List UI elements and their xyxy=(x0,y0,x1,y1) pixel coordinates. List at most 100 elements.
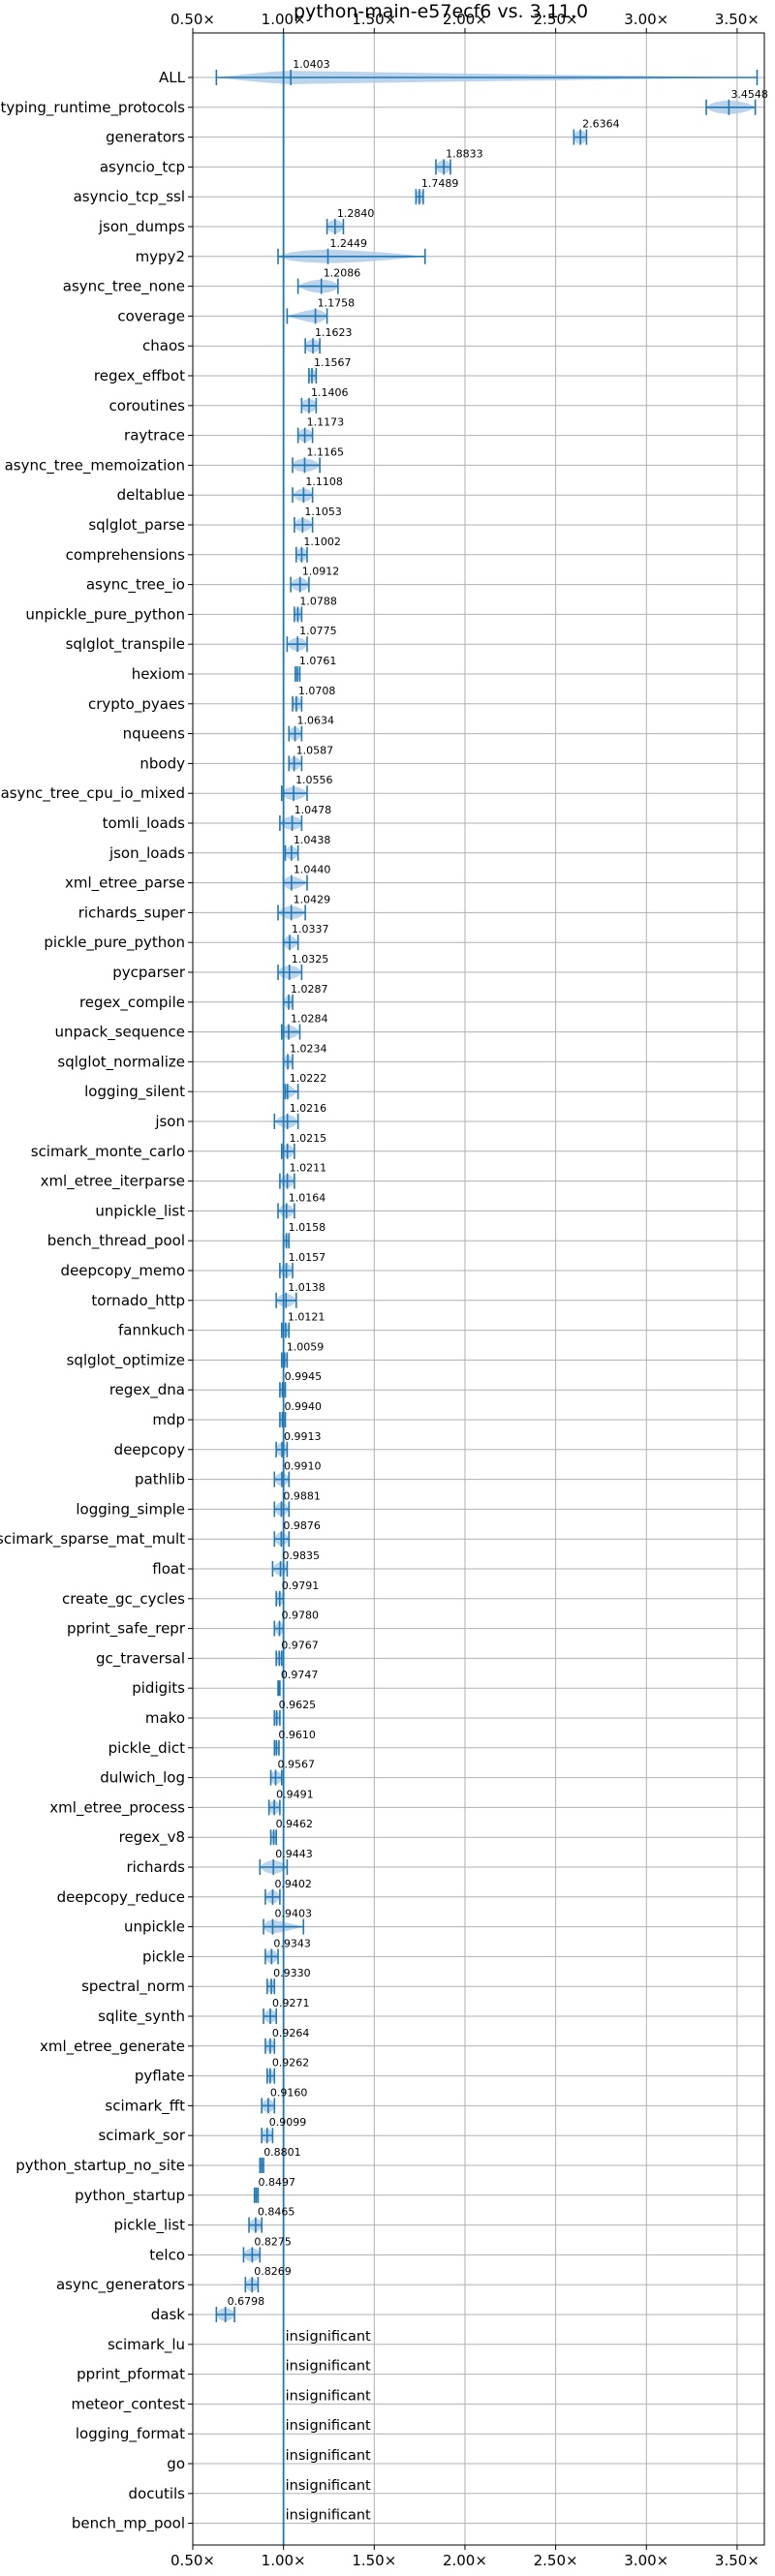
category-label: tomli_loads xyxy=(103,814,186,833)
value-label: 0.9780 xyxy=(282,1610,320,1622)
category-label: mdp xyxy=(152,1411,185,1428)
value-label: 0.9910 xyxy=(284,1460,322,1473)
value-label: 0.8801 xyxy=(264,2146,301,2159)
value-label: 1.0325 xyxy=(292,953,329,966)
value-label: 1.0284 xyxy=(291,1013,328,1026)
category-label: unpack_sequence xyxy=(55,1024,185,1042)
value-label: 1.0222 xyxy=(290,1072,327,1085)
category-label: regex_dna xyxy=(109,1381,185,1399)
category-label: pprint_pformat xyxy=(77,2366,185,2384)
category-label: dask xyxy=(151,2306,186,2323)
value-label: 0.9876 xyxy=(283,1519,321,1532)
value-label: 0.9625 xyxy=(279,1699,317,1711)
category-label: coroutines xyxy=(108,397,185,414)
value-label: 0.9567 xyxy=(278,1759,316,1771)
category-label: ALL xyxy=(159,69,186,86)
value-label: 1.7489 xyxy=(421,177,459,190)
category-label: pidigits xyxy=(132,1679,185,1697)
category-label: regex_v8 xyxy=(119,1828,185,1847)
category-label: async_tree_none xyxy=(63,278,185,296)
insignificant-label: insignificant xyxy=(286,2448,371,2464)
x-tick-label-bottom: 3.00× xyxy=(624,2552,668,2569)
value-label: 0.9343 xyxy=(273,1937,311,1949)
insignificant-label: insignificant xyxy=(286,2508,371,2524)
category-label: unpickle xyxy=(124,1918,185,1936)
x-tick-label-bottom: 0.50× xyxy=(170,2552,215,2569)
category-label: xml_etree_generate xyxy=(40,2038,185,2056)
value-label: 1.0234 xyxy=(290,1042,327,1055)
value-label: 1.0211 xyxy=(290,1162,327,1175)
value-label: 0.9403 xyxy=(274,1908,312,1920)
x-tick-label-bottom: 2.50× xyxy=(534,2552,578,2569)
value-label: 1.0556 xyxy=(295,774,333,786)
category-label: meteor_contest xyxy=(71,2395,185,2413)
category-label: tornado_http xyxy=(91,1292,185,1310)
x-tick-label-top: 2.00× xyxy=(443,11,487,28)
value-label: 1.0216 xyxy=(290,1102,327,1115)
value-label: 0.9945 xyxy=(285,1370,323,1383)
value-label: 1.2086 xyxy=(324,267,361,280)
category-label: pickle_pure_python xyxy=(44,934,185,952)
value-label: 1.1173 xyxy=(307,416,345,429)
x-tick-label-bottom: 3.50× xyxy=(715,2552,760,2569)
value-label: 0.9747 xyxy=(281,1669,319,1681)
value-label: 0.9913 xyxy=(284,1430,322,1443)
category-label: hexiom xyxy=(132,665,185,683)
x-tick-label-top: 3.50× xyxy=(715,11,760,28)
value-label: 1.0337 xyxy=(292,923,329,935)
category-label: pathlib xyxy=(135,1471,185,1488)
category-label: raytrace xyxy=(124,427,185,445)
category-label: async_generators xyxy=(56,2276,185,2294)
category-label: logging_silent xyxy=(84,1083,185,1101)
value-label: 0.8269 xyxy=(254,2265,292,2278)
value-label: 0.9264 xyxy=(272,2027,310,2039)
category-label: sqlglot_transpile xyxy=(66,635,185,654)
value-label: 1.0775 xyxy=(299,625,337,637)
category-label: pickle_list xyxy=(113,2217,185,2235)
category-label: spectral_norm xyxy=(81,1978,185,1996)
value-label: 0.9443 xyxy=(275,1848,313,1860)
value-label: 0.9791 xyxy=(282,1579,320,1592)
value-label: 1.0429 xyxy=(294,893,331,905)
value-label: 1.0403 xyxy=(293,58,330,71)
category-label: comprehensions xyxy=(66,546,186,564)
category-label: asyncio_tcp xyxy=(100,158,185,176)
value-label: 0.8497 xyxy=(258,2176,295,2189)
value-label: 1.1165 xyxy=(306,445,344,458)
value-label: 0.9491 xyxy=(276,1788,314,1800)
value-label: 3.4548 xyxy=(730,88,768,101)
value-label: 1.0587 xyxy=(296,744,334,756)
value-label: 1.1053 xyxy=(304,506,342,518)
plot-frame xyxy=(192,32,765,2546)
value-label: 1.0059 xyxy=(287,1340,325,1353)
category-label: deepcopy_memo xyxy=(61,1262,185,1280)
category-label: deltablue xyxy=(117,486,185,504)
category-label: python_startup_no_site xyxy=(16,2157,185,2175)
category-label: nqueens xyxy=(123,725,185,743)
category-label: scimark_fft xyxy=(105,2097,185,2115)
category-label: xml_etree_process xyxy=(49,1798,185,1817)
value-label: 1.1567 xyxy=(314,356,352,369)
value-label: 1.1623 xyxy=(315,326,353,339)
category-label: regex_effbot xyxy=(94,367,185,385)
category-label: json_dumps xyxy=(98,218,185,236)
category-label: crypto_pyaes xyxy=(88,695,185,714)
category-label: unpickle_list xyxy=(95,1202,185,1220)
insignificant-label: insignificant xyxy=(286,2329,371,2345)
value-label: 0.9940 xyxy=(285,1400,323,1413)
x-tick-label-top: 2.50× xyxy=(534,11,578,28)
value-label: 1.0215 xyxy=(290,1132,327,1145)
value-label: 2.6364 xyxy=(582,118,620,131)
value-label: 0.8275 xyxy=(254,2235,292,2248)
category-label: deepcopy xyxy=(114,1441,185,1458)
value-label: 1.1758 xyxy=(318,296,356,309)
category-label: float xyxy=(152,1560,185,1578)
value-label: 1.0138 xyxy=(288,1281,326,1294)
category-label: async_tree_io xyxy=(86,576,185,595)
value-label: 1.0440 xyxy=(294,864,331,876)
value-label: 1.0157 xyxy=(289,1251,326,1264)
insignificant-label: insignificant xyxy=(286,2418,371,2434)
category-label: create_gc_cycles xyxy=(62,1590,185,1609)
category-label: xml_etree_parse xyxy=(65,874,185,893)
axis-layer: 0.50× 0.50× 1.00× 1.00× 1.50× 1.50× 2.00× 2.00×… xyxy=(0,11,760,2569)
